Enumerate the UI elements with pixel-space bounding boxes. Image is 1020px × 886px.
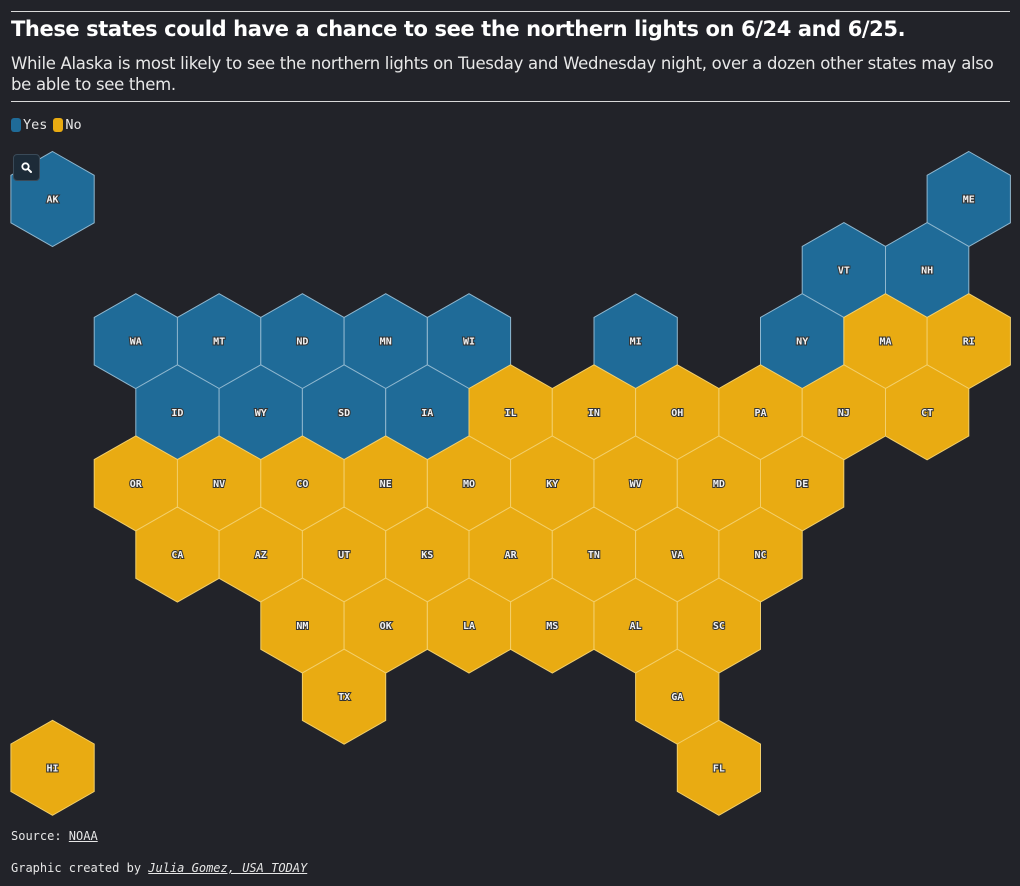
page-title: These states could have a chance to see … — [11, 17, 906, 41]
state-hex-ne[interactable]: NE — [343, 435, 428, 532]
state-label-de: DE — [796, 479, 808, 490]
state-label-nc: NC — [754, 550, 766, 561]
state-label-nv: NV — [213, 479, 225, 490]
legend-swatch-yes — [11, 118, 21, 132]
state-label-sc: SC — [713, 621, 725, 632]
state-hex-co[interactable]: CO — [260, 435, 345, 532]
state-hex-vt[interactable]: VT — [801, 222, 886, 319]
state-label-ok: OK — [380, 621, 392, 632]
zoom-button[interactable] — [13, 154, 40, 181]
source-link[interactable]: NOAA — [68, 829, 98, 843]
state-label-mi: MI — [630, 337, 642, 348]
state-tile-fl[interactable] — [676, 719, 761, 816]
state-label-or: OR — [130, 479, 143, 490]
state-label-ut: UT — [338, 550, 350, 561]
state-label-vt: VT — [838, 266, 850, 277]
legend: Yes No — [11, 117, 82, 133]
state-label-md: MD — [713, 479, 725, 490]
state-label-co: CO — [296, 479, 308, 490]
header-rule — [11, 101, 1010, 102]
state-label-oh: OH — [671, 408, 683, 419]
state-hex-me[interactable]: ME — [926, 150, 1011, 248]
state-label-wv: WV — [630, 479, 642, 490]
state-label-ca: CA — [171, 550, 183, 561]
state-label-hi: HI — [46, 763, 58, 774]
state-label-sd: SD — [338, 408, 350, 419]
state-label-wy: WY — [255, 408, 267, 419]
legend-item-yes: Yes — [11, 117, 47, 133]
state-hex-hi[interactable]: HI — [10, 719, 95, 816]
state-label-mn: MN — [380, 337, 392, 348]
state-hex-tx[interactable]: TX — [301, 648, 387, 745]
state-label-va: VA — [671, 550, 683, 561]
state-label-ct: CT — [921, 408, 933, 419]
state-label-fl: FL — [713, 763, 725, 774]
state-label-nj: NJ — [838, 408, 850, 419]
state-label-ia: IA — [421, 408, 433, 419]
state-label-in: IN — [588, 408, 600, 419]
state-label-ga: GA — [671, 692, 683, 703]
state-label-tn: TN — [588, 550, 600, 561]
state-label-nh: NH — [921, 266, 933, 277]
source-line: Source: NOAA — [11, 829, 98, 843]
state-label-ar: AR — [505, 550, 518, 561]
state-hex-ri[interactable]: RI — [926, 293, 1011, 390]
state-hex-ga[interactable]: GA — [635, 648, 720, 745]
state-hex-nh[interactable]: NH — [885, 222, 970, 319]
source-prefix: Source: — [11, 829, 69, 843]
state-label-ri: RI — [963, 337, 975, 348]
state-label-ms: MS — [546, 621, 558, 632]
state-label-id: ID — [171, 408, 183, 419]
state-label-mo: MO — [463, 479, 475, 490]
legend-swatch-no — [53, 118, 64, 132]
credit-line: Graphic created by Julia Gomez, USA TODA… — [11, 861, 307, 875]
state-label-wa: WA — [130, 337, 142, 348]
state-hex-de[interactable]: DE — [760, 435, 845, 532]
state-label-ma: MA — [879, 337, 891, 348]
state-hex-ca[interactable]: CA — [135, 506, 220, 603]
state-label-ne: NE — [380, 479, 392, 490]
state-label-al: AL — [630, 621, 642, 632]
legend-label-no: No — [65, 117, 82, 133]
state-label-ak: AK — [46, 195, 58, 206]
state-label-la: LA — [463, 621, 475, 632]
state-label-ny: NY — [796, 337, 808, 348]
search-icon — [21, 162, 32, 173]
state-label-pa: PA — [754, 408, 766, 419]
state-label-mt: MT — [213, 337, 225, 348]
state-label-nm: NM — [296, 621, 308, 632]
legend-item-no: No — [53, 117, 82, 133]
state-label-az: AZ — [255, 550, 267, 561]
state-label-ks: KS — [421, 550, 433, 561]
state-label-il: IL — [505, 408, 517, 419]
state-hex-wi[interactable]: WI — [426, 293, 512, 390]
state-tile-ct[interactable] — [885, 364, 970, 461]
state-label-wi: WI — [463, 337, 475, 348]
legend-label-yes: Yes — [23, 117, 48, 133]
state-hex-fl[interactable]: FL — [676, 719, 761, 816]
state-tile-tx[interactable] — [301, 648, 387, 745]
state-hex-ct[interactable]: CT — [885, 364, 970, 461]
state-hex-pa[interactable]: PA — [718, 364, 803, 461]
credit-link[interactable]: Julia Gomez, USA TODAY — [148, 861, 308, 875]
top-rule — [11, 11, 1010, 12]
state-label-nd: ND — [296, 337, 308, 348]
state-hex-nm[interactable]: NM — [260, 577, 345, 674]
state-label-me: ME — [963, 195, 975, 206]
state-tile-hi[interactable] — [10, 719, 95, 816]
state-label-tx: TX — [338, 692, 350, 703]
state-hex-nc[interactable]: NC — [718, 506, 803, 603]
page-subtitle: While Alaska is most likely to see the n… — [11, 54, 994, 94]
credit-prefix: Graphic created by — [11, 861, 149, 875]
state-label-ky: KY — [546, 479, 558, 490]
